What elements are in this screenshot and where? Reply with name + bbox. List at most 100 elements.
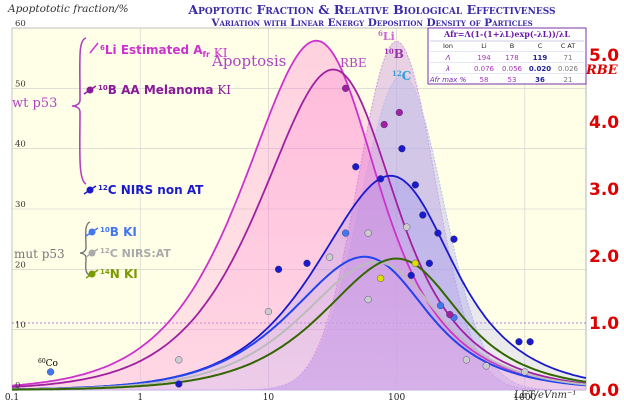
table-header: Ion bbox=[443, 42, 453, 50]
table-cell: 194 bbox=[477, 54, 491, 62]
data-point bbox=[419, 211, 427, 219]
x-axis-label: LET/eVnm⁻¹ bbox=[513, 390, 576, 401]
data-point bbox=[175, 380, 183, 388]
afr-curve-1 bbox=[11, 68, 587, 388]
apoptosis-label: Apoptosis bbox=[211, 52, 286, 70]
data-point bbox=[380, 120, 388, 129]
b10-label: 10B bbox=[384, 47, 404, 61]
table-cell: 71 bbox=[564, 54, 573, 62]
chart-subtitle: Variation with Linear Energy Deposition … bbox=[210, 17, 532, 29]
y-tick-label: 30 bbox=[15, 200, 26, 210]
mut-p53-label: mut p53 bbox=[14, 247, 65, 261]
parameter-box: Afr=Λ(1-(1+λL)exp(-λL))/λL Ion Li B C C AT Λ 1… bbox=[427, 27, 587, 85]
li6-label: 6Li bbox=[378, 29, 395, 43]
data-point bbox=[411, 181, 419, 189]
data-point bbox=[264, 307, 273, 316]
rbe-curve-label: RBE bbox=[340, 56, 367, 70]
data-point bbox=[411, 259, 419, 267]
c12-label: 12C bbox=[392, 69, 411, 83]
legend-label: 12C NIRS non AT bbox=[98, 183, 204, 197]
table-header: Li bbox=[481, 42, 487, 50]
data-point bbox=[521, 368, 529, 376]
data-point bbox=[526, 338, 534, 346]
y2-tick-label: 2.0 bbox=[589, 247, 619, 267]
x-tick-label: 1 bbox=[137, 393, 143, 403]
y-tick-label: 60 bbox=[15, 19, 26, 29]
table-cell: 178 bbox=[505, 54, 518, 62]
legend-item: 12C NIRS non AT bbox=[83, 183, 204, 197]
y-tick-label: 0 bbox=[15, 381, 20, 391]
y2-tick-label: 1.0 bbox=[589, 314, 619, 334]
data-point bbox=[325, 253, 334, 261]
data-point bbox=[377, 175, 385, 183]
data-point bbox=[446, 310, 454, 319]
data-point bbox=[398, 145, 406, 153]
data-point bbox=[377, 274, 385, 282]
afr-curve-5 bbox=[12, 257, 587, 391]
data-point bbox=[175, 356, 183, 364]
legend-label: 14N KI bbox=[100, 267, 138, 281]
table-row-label: λ bbox=[445, 65, 450, 73]
data-point bbox=[425, 259, 433, 267]
data-point bbox=[395, 108, 403, 117]
y2-tick-label: 0.0 bbox=[589, 381, 619, 401]
y-tick-label: 40 bbox=[15, 140, 26, 150]
table-cell: 21 bbox=[564, 76, 573, 84]
table-header: B bbox=[510, 42, 514, 50]
data-point bbox=[364, 229, 372, 237]
y-axis-label: Apoptototic fraction/% bbox=[7, 3, 128, 15]
data-point bbox=[515, 338, 523, 346]
afr-fill-2 bbox=[12, 175, 586, 390]
x-tick-label: 10 bbox=[263, 393, 275, 403]
x-tick-label: 1000 bbox=[513, 393, 536, 403]
y-tick-label: 10 bbox=[15, 321, 26, 331]
data-point bbox=[364, 295, 372, 304]
wt-p53-label: wt p53 bbox=[12, 96, 57, 111]
legend-label: 12C NIRS:AT bbox=[100, 247, 171, 260]
legend-label: 10B AA Melanoma KI bbox=[98, 83, 231, 97]
data-point bbox=[407, 271, 415, 279]
table-row-label: Λ bbox=[445, 54, 451, 62]
table-cell: 0.026 bbox=[558, 65, 579, 73]
parameter-table: Ion Li B C C AT Λ 194 178 119 71 λ 0.076 0.056 0.020 0… bbox=[429, 40, 584, 84]
formula: Afr=Λ(1-(1+λL)exp(-λL))/λL bbox=[443, 29, 570, 39]
table-cell: 53 bbox=[508, 76, 517, 84]
y2-tick-label: 5.0 bbox=[589, 46, 619, 66]
mut-p53-bracket bbox=[79, 221, 91, 277]
legend-item: 6Li Estimated Afr KI bbox=[89, 42, 228, 60]
legend-label: 10B KI bbox=[100, 225, 137, 239]
table-cell: 0.076 bbox=[474, 65, 495, 73]
data-point bbox=[342, 229, 350, 237]
table-row-label: Afr max % bbox=[429, 76, 467, 84]
table-cell: 58 bbox=[480, 76, 489, 84]
data-point bbox=[434, 229, 442, 237]
y-tick-label: 20 bbox=[15, 260, 26, 270]
data-point bbox=[462, 356, 470, 364]
co60-label: 60Co bbox=[38, 358, 58, 369]
y-tick-label: 50 bbox=[15, 79, 26, 89]
legend-label: 6Li Estimated Afr KI bbox=[100, 43, 228, 60]
data-point bbox=[403, 223, 411, 231]
y2-tick-label: 4.0 bbox=[589, 113, 619, 133]
x-tick-label: 100 bbox=[388, 393, 405, 403]
table-header: C AT bbox=[561, 42, 576, 50]
y2-tick-label: 3.0 bbox=[589, 180, 619, 200]
legend: 6Li Estimated Afr KI 10B AA Melanoma KI 12… bbox=[83, 42, 231, 281]
data-point bbox=[352, 163, 360, 171]
table-cell: 119 bbox=[533, 54, 548, 62]
table-cell: 36 bbox=[535, 76, 545, 84]
table-header: C bbox=[538, 42, 543, 50]
afr-curve-0 bbox=[11, 39, 587, 387]
wt-p53-bracket bbox=[71, 37, 87, 185]
legend-item: 10B KI bbox=[85, 225, 137, 239]
data-point bbox=[303, 259, 311, 267]
legend-item: 12C NIRS:AT bbox=[85, 247, 171, 260]
y2-axis-label: RBE bbox=[585, 63, 619, 78]
data-point bbox=[436, 301, 445, 310]
table-cell: 0.056 bbox=[502, 65, 523, 73]
data-point bbox=[450, 235, 458, 243]
data-point bbox=[342, 84, 350, 92]
legend-item: 10B AA Melanoma KI bbox=[83, 83, 231, 97]
x-tick-label: 0.1 bbox=[5, 393, 19, 403]
